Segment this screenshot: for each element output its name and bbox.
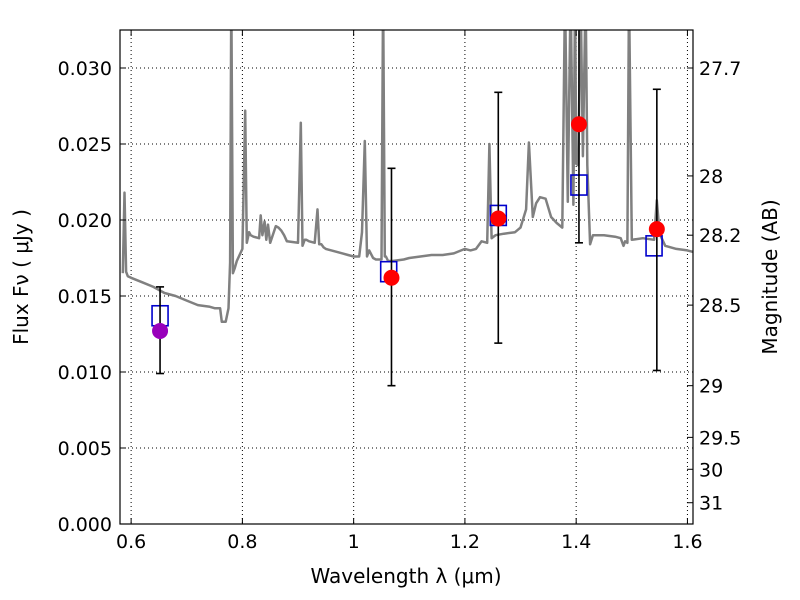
x-tick-label: 1.6 [672,531,702,553]
right-tick-label: 28.5 [699,295,741,317]
y-tick-label: 0.025 [58,134,112,156]
x-tick-label: 0.6 [116,531,146,553]
right-tick-label: 28 [699,166,723,188]
y-tick-label: 0.000 [58,514,112,536]
y-tick-label: 0.005 [58,438,112,460]
y-tick-label: 0.030 [58,58,112,80]
spectrum-line [121,30,693,324]
data-point [570,116,587,133]
right-tick-label: 27.7 [699,58,741,80]
data-point [383,269,400,286]
y-tick-label: 0.015 [58,286,112,308]
data-point [152,322,169,339]
x-tick-label: 1.4 [561,531,591,553]
plot-frame [119,29,694,525]
right-tick-label: 29.5 [699,427,741,449]
y-tick-label: 0.010 [58,362,112,384]
plot-area [121,30,693,387]
axes: 0.6 0.8 1 1.2 1.4 1.6 0.000 0.005 0.010 0.015 0.02… [58,30,741,553]
y-axis-right-label: Magnitude (AB) [758,199,782,354]
x-tick-label: 1.2 [450,531,480,553]
y-tick-label: 0.020 [58,210,112,232]
right-tick-label: 31 [699,493,723,515]
x-tick-label: 0.8 [227,531,257,553]
right-tick-label: 29 [699,376,723,398]
data-point [490,210,507,227]
right-tick-label: 28.2 [699,225,741,247]
right-tick-label: 30 [699,459,723,481]
data-point [648,221,665,238]
x-tick-label: 1 [348,531,360,553]
y-axis-label: Flux Fν ( μJy ) [9,209,33,345]
x-axis-label: Wavelength λ (μm) [310,564,501,588]
